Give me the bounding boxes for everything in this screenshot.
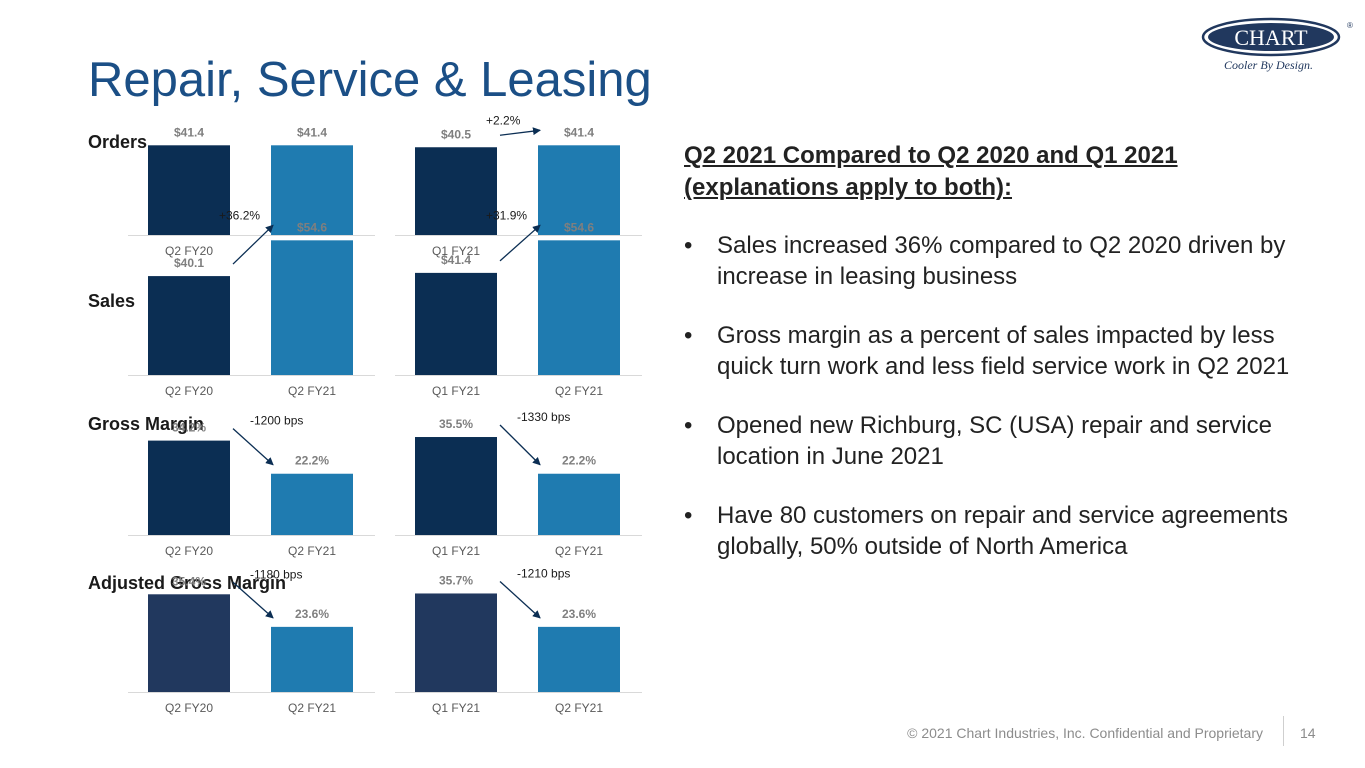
- gm-qoq-bar-1: [415, 437, 497, 535]
- sales-yoy-change-arrow: [232, 224, 274, 265]
- gm-qoq-tick-label-2: Q2 FY21: [555, 544, 603, 558]
- sales-qoq-data-label-1: $41.4: [441, 253, 471, 267]
- agm-yoy-change-label: -1180 bps: [250, 567, 302, 581]
- agm-yoy-change-arrow: [232, 581, 274, 619]
- orders-qoq-change-arrow: [499, 127, 541, 136]
- agm-qoq-bar-2: [538, 626, 620, 692]
- sales-yoy-bar-2: [271, 240, 353, 375]
- sales-yoy-data-label-1: $40.1: [174, 256, 204, 270]
- agm-qoq-data-label-1: 35.7%: [439, 573, 473, 587]
- orders-yoy-tick-label-1: Q2 FY20: [165, 244, 213, 258]
- agm-yoy-tick-label-1: Q2 FY20: [165, 701, 213, 715]
- gm-qoq-change-label: -1330 bps: [517, 410, 570, 424]
- agm-qoq-tick-label-2: Q2 FY21: [555, 701, 603, 715]
- orders-qoq-data-label-2: $41.4: [564, 125, 594, 139]
- agm-yoy-tick-label-2: Q2 FY21: [288, 701, 336, 715]
- agm-qoq-tick-label-1: Q1 FY21: [432, 701, 480, 715]
- bar-charts: $41.4Q2 FY20$41.4Q2 FY21$40.5Q1 FY21$41.…: [128, 113, 642, 715]
- bullet-item: Gross margin as a percent of sales impac…: [684, 320, 1324, 382]
- bullet-item: Have 80 customers on repair and service …: [684, 500, 1324, 562]
- commentary-heading-line2: (explanations apply to both):: [684, 174, 1012, 201]
- agm-yoy-data-label-2: 23.6%: [295, 607, 329, 621]
- section-orders-label: Orders: [88, 132, 148, 152]
- bullet-item: Opened new Richburg, SC (USA) repair and…: [684, 410, 1324, 472]
- agm-yoy-data-label-1: 35.4%: [172, 574, 206, 588]
- agm-qoq-change-label: -1210 bps: [517, 566, 570, 580]
- sales-yoy-tick-label-1: Q2 FY20: [165, 384, 213, 398]
- sales-qoq-data-label-2: $54.6: [564, 220, 594, 234]
- gm-qoq-bar-2: [538, 473, 620, 535]
- orders-qoq-data-label-1: $40.5: [441, 127, 471, 141]
- agm-qoq-change-arrow: [499, 580, 541, 619]
- gm-qoq-data-label-1: 35.5%: [439, 417, 473, 431]
- orders-yoy-bar-1: [148, 145, 230, 235]
- orders-yoy-data-label-2: $41.4: [297, 125, 327, 139]
- agm-yoy-bar-2: [271, 626, 353, 692]
- orders-yoy-data-label-1: $41.4: [174, 125, 204, 139]
- agm-qoq-data-label-2: 23.6%: [562, 607, 596, 621]
- commentary-heading: Q2 2021 Compared to Q2 2020 and Q1 2021 …: [684, 140, 1324, 204]
- footer-copyright: © 2021 Chart Industries, Inc. Confidenti…: [907, 725, 1263, 741]
- orders-qoq-bar-1: [415, 147, 497, 235]
- section-sales-label: Sales: [88, 291, 136, 311]
- gm-yoy-tick-label-2: Q2 FY21: [288, 544, 336, 558]
- logo-inner-ellipse: [1208, 23, 1334, 51]
- sales-yoy-change-label: +36.2%: [219, 208, 260, 222]
- gm-yoy-data-label-2: 22.2%: [295, 454, 329, 468]
- gm-qoq-data-label-2: 22.2%: [562, 454, 596, 468]
- footer-divider: [1283, 716, 1284, 746]
- sales-yoy-tick-label-2: Q2 FY21: [288, 384, 336, 398]
- bullet-item: Sales increased 36% compared to Q2 2020 …: [684, 230, 1324, 292]
- sales-qoq-bar-1: [415, 272, 497, 375]
- sales-qoq-tick-label-2: Q2 FY21: [555, 384, 603, 398]
- commentary-panel: Q2 2021 Compared to Q2 2020 and Q1 2021 …: [684, 140, 1324, 590]
- logo-tagline: Cooler By Design.: [1224, 58, 1313, 72]
- sales-yoy-bar-1: [148, 276, 230, 375]
- gm-yoy-tick-label-1: Q2 FY20: [165, 544, 213, 558]
- gm-qoq-tick-label-1: Q1 FY21: [432, 544, 480, 558]
- orders-qoq-change-label: +2.2%: [486, 113, 521, 127]
- agm-yoy-bar-1: [148, 594, 230, 692]
- logo-text: CHART: [1234, 25, 1308, 50]
- orders-qoq-bar-2: [538, 145, 620, 235]
- page-number: 14: [1300, 725, 1316, 741]
- section-gross-margin-label: Gross Margin: [88, 414, 205, 434]
- gm-yoy-change-label: -1200 bps: [250, 414, 303, 428]
- commentary-heading-line1: Q2 2021 Compared to Q2 2020 and Q1 2021: [684, 142, 1178, 169]
- orders-yoy-bar-2: [271, 145, 353, 235]
- section-adjusted-gross-margin-label: Adjusted Gross Margin: [88, 573, 287, 593]
- sales-qoq-change-label: +31.9%: [486, 208, 527, 222]
- gm-qoq-change-arrow: [499, 424, 541, 466]
- gm-yoy-data-label-1: 34.2%: [172, 421, 206, 435]
- logo-registered: ®: [1347, 21, 1353, 30]
- sales-qoq-tick-label-1: Q1 FY21: [432, 384, 480, 398]
- agm-qoq-bar-1: [415, 593, 497, 692]
- gm-yoy-bar-1: [148, 440, 230, 535]
- chart-logo: CHART ® Cooler By Design.: [1201, 17, 1353, 72]
- sales-yoy-data-label-2: $54.6: [297, 220, 327, 234]
- page-title: Repair, Service & Leasing: [88, 53, 652, 107]
- gm-yoy-change-arrow: [232, 428, 274, 466]
- orders-qoq-tick-label-1: Q1 FY21: [432, 244, 480, 258]
- gm-yoy-bar-2: [271, 473, 353, 535]
- commentary-bullets: Sales increased 36% compared to Q2 2020 …: [684, 230, 1324, 562]
- sales-qoq-change-arrow: [499, 224, 541, 262]
- sales-qoq-bar-2: [538, 240, 620, 375]
